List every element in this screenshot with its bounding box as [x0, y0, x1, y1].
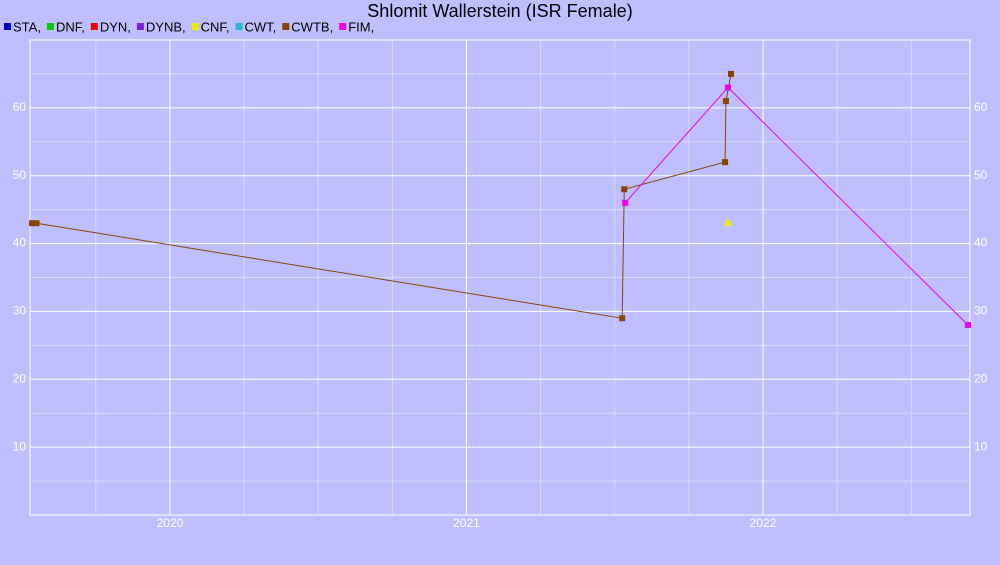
legend-label: CWT, — [245, 19, 277, 34]
y2-tick-label: 60 — [974, 100, 988, 114]
y-tick-label: 20 — [13, 371, 27, 385]
data-point — [727, 70, 734, 77]
y2-tick-label: 20 — [974, 371, 988, 385]
y2-tick-label: 50 — [974, 168, 988, 182]
data-point — [29, 220, 36, 227]
y-tick-label: 30 — [13, 304, 27, 318]
x-tick-label: 2021 — [453, 516, 480, 530]
y2-tick-label: 30 — [974, 304, 988, 318]
y-tick-label: 50 — [13, 168, 27, 182]
legend-label: CWTB, — [291, 19, 333, 34]
data-point — [619, 315, 626, 322]
data-point — [725, 84, 732, 91]
chart-title: Shlomit Wallerstein (ISR Female) — [367, 1, 632, 21]
y-tick-label: 40 — [13, 236, 27, 250]
legend-swatch — [4, 23, 11, 30]
legend-label: FIM, — [348, 19, 374, 34]
legend-label: DYNB, — [146, 19, 186, 34]
legend-swatch — [339, 23, 347, 30]
legend-swatch — [136, 23, 144, 30]
y2-tick-label: 40 — [974, 236, 988, 250]
legend-swatch — [191, 23, 199, 30]
legend-swatch — [235, 23, 243, 30]
y-tick-label: 10 — [13, 439, 27, 453]
data-point — [722, 159, 729, 166]
legend-label: DNF, — [56, 19, 85, 34]
y-tick-label: 60 — [13, 100, 27, 114]
data-point — [621, 186, 628, 193]
data-point — [725, 220, 732, 227]
legend-label: CNF, — [201, 19, 230, 34]
data-point — [33, 220, 40, 227]
data-point — [622, 199, 629, 206]
legend-swatch — [46, 23, 54, 30]
data-point — [964, 322, 971, 328]
legend-label: DYN, — [100, 19, 131, 34]
x-tick-label: 2022 — [750, 516, 777, 530]
data-point — [722, 98, 729, 105]
legend-swatch — [90, 23, 98, 30]
x-tick-label: 2020 — [157, 516, 184, 530]
legend-label: STA, — [13, 19, 41, 34]
legend-swatch — [282, 23, 290, 30]
y2-tick-label: 10 — [974, 439, 988, 453]
